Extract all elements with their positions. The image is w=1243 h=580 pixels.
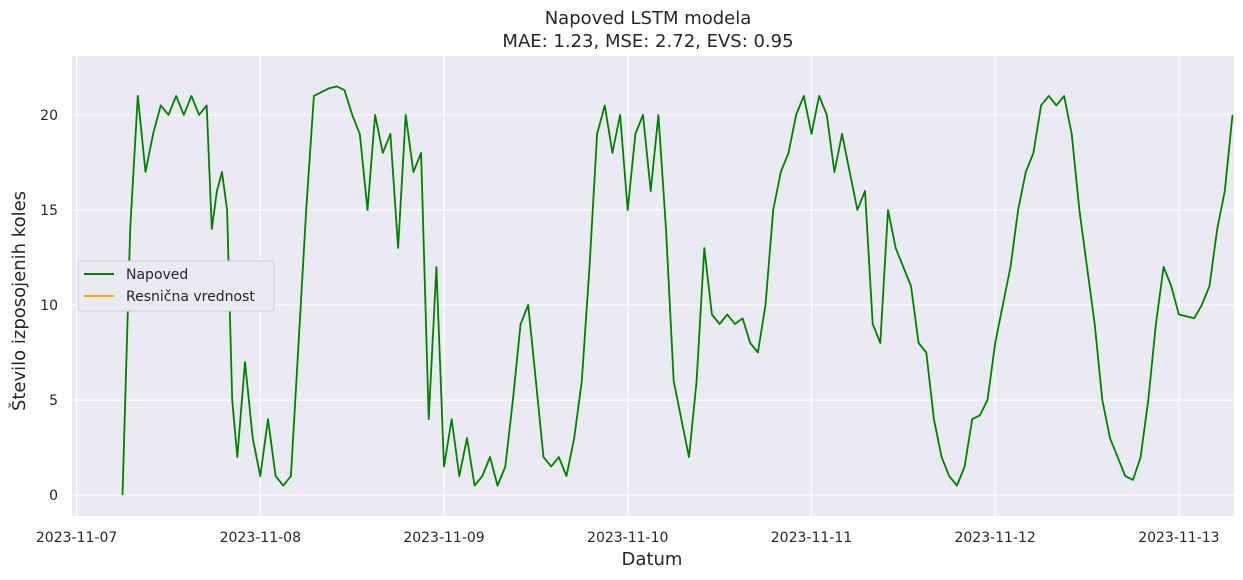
series-lines <box>121 85 1234 496</box>
y-tick-label: 0 <box>49 488 58 504</box>
y-tick-label: 15 <box>40 203 58 219</box>
tick-labels: 2023-11-07 2023-11-08 2023-11-09 2023-11-10… <box>36 108 1220 546</box>
chart-title: Napoved LSTM modela <box>545 8 752 29</box>
x-tick-label: 2023-11-07 <box>36 530 117 546</box>
y-tick-label: 5 <box>49 393 58 409</box>
chart-subtitle: MAE: 1.23, MSE: 2.72, EVS: 0.95 <box>502 31 793 52</box>
x-tick-label: 2023-11-08 <box>220 530 301 546</box>
y-axis-label: Število izposojenih koles <box>8 191 30 411</box>
y-tick-label: 10 <box>40 298 58 314</box>
legend-box <box>77 260 275 312</box>
x-tick-label: 2023-11-13 <box>1138 530 1219 546</box>
x-axis-label: Datum <box>622 549 683 570</box>
y-tick-label: 20 <box>40 108 58 124</box>
legend-label-napoved: Napoved <box>126 267 188 283</box>
x-tick-label: 2023-11-11 <box>771 530 852 546</box>
series-line-napoved <box>121 85 1234 496</box>
x-tick-label: 2023-11-09 <box>403 530 484 546</box>
legend: Napoved Resnična vrednost <box>77 260 275 312</box>
x-tick-label: 2023-11-12 <box>954 530 1035 546</box>
x-tick-label: 2023-11-10 <box>587 530 668 546</box>
legend-label-resnicna: Resnična vrednost <box>126 289 255 305</box>
